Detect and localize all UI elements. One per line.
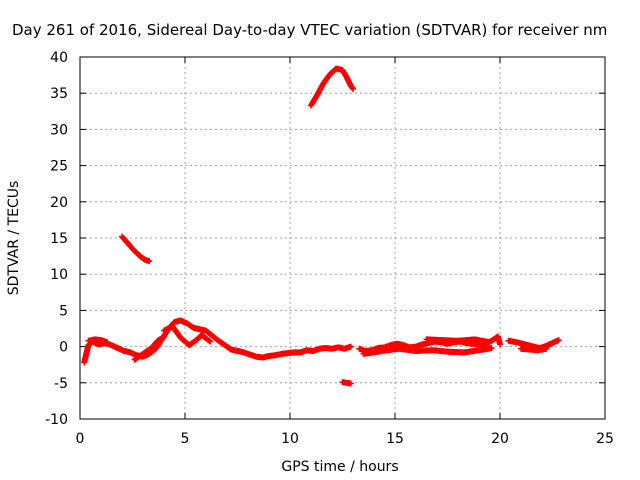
x-tick-label: 25 <box>596 431 614 447</box>
y-tick-label: 40 <box>50 50 68 66</box>
data-point <box>488 345 495 352</box>
y-tick-label: 10 <box>50 267 68 283</box>
data-point <box>497 341 503 348</box>
y-axis-label: SDTVAR / TECUs <box>6 181 22 296</box>
x-tick-label: 20 <box>491 431 509 447</box>
y-tick-label: 5 <box>59 303 68 319</box>
y-tick-label: 20 <box>50 195 68 211</box>
y-tick-label: 0 <box>59 340 68 356</box>
x-tick-label: 10 <box>281 431 299 447</box>
x-tick-label: 5 <box>181 431 190 447</box>
y-tick-label: -10 <box>45 412 68 428</box>
x-tick-label: 0 <box>76 431 85 447</box>
data-point <box>486 339 493 346</box>
data-point <box>347 343 354 350</box>
x-tick-label: 15 <box>386 431 404 447</box>
y-tick-label: -5 <box>54 376 68 392</box>
y-tick-label: 35 <box>50 86 68 102</box>
axis-ticks: 0 5 10 15 20 25 -10 -5 0 5 10 15 20 25 30 35 40 <box>45 50 614 447</box>
data-point <box>543 345 550 352</box>
data-point <box>161 333 167 340</box>
y-tick-label: 25 <box>50 159 68 175</box>
data-points <box>81 65 562 387</box>
data-point <box>104 339 111 346</box>
grid-lines <box>80 57 605 419</box>
y-tick-label: 30 <box>50 122 68 138</box>
chart-title: Day 261 of 2016, Sidereal Day-to-day VTE… <box>12 21 607 39</box>
data-point <box>347 380 354 387</box>
data-point <box>207 338 214 345</box>
data-point <box>146 258 153 265</box>
data-point <box>350 85 356 92</box>
x-axis-label: GPS time / hours <box>281 459 398 475</box>
y-tick-label: 15 <box>50 231 68 247</box>
data-point <box>555 337 562 344</box>
